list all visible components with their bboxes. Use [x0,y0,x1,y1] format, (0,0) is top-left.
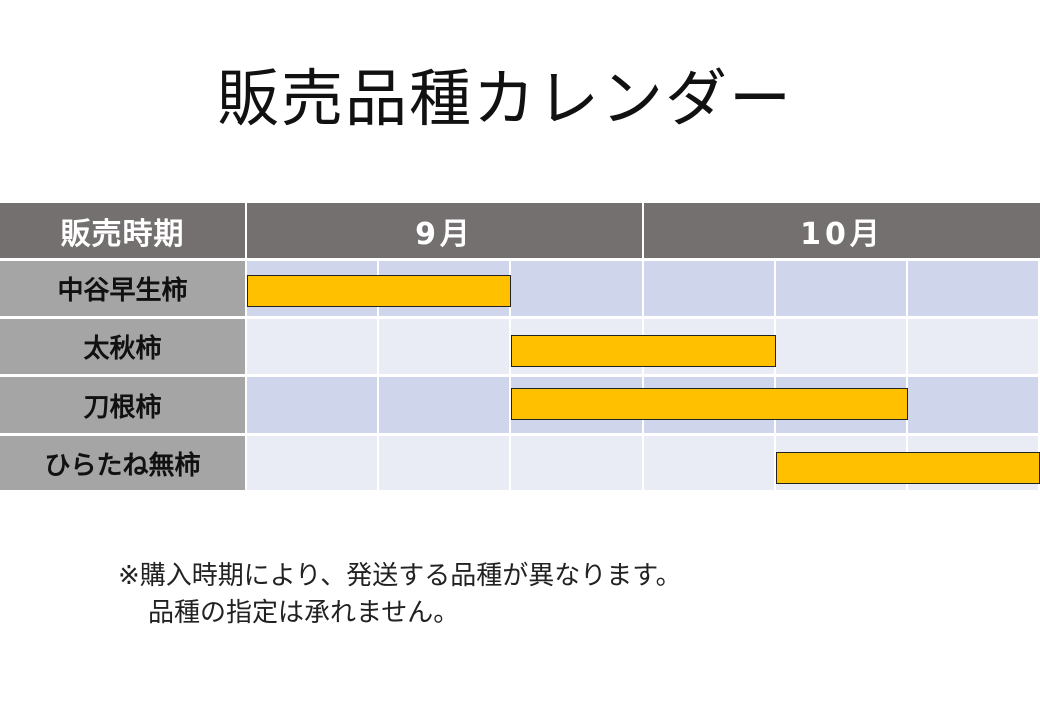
period-cell [908,261,1038,316]
period-cell [379,436,509,490]
purchase-note: ※購入時期により、発送する品種が異なります。 品種の指定は承れません。 [118,558,682,632]
period-cell [776,261,906,316]
row-label: 刀根柿 [0,377,245,433]
period-cell [776,319,906,374]
sales-period-bar [511,335,776,367]
note-line-2: 品種の指定は承れません。 [148,598,460,628]
period-cell [644,436,774,490]
sales-period-bar [776,452,1040,484]
month-header-10: 10月 [644,203,1040,258]
row-label: 中谷早生柿 [0,261,245,316]
period-cell [247,319,377,374]
period-cell [247,377,377,433]
period-cell [379,319,509,374]
period-cell [908,377,1038,433]
sales-calendar-chart: 販売時期 9月 10月 中谷早生柿 太秋柿 刀根柿 ひらたね無柿 [0,203,1040,490]
sales-period-bar [511,388,908,420]
period-cell [511,436,642,490]
period-cell [379,377,509,433]
period-cell [247,436,377,490]
page-title: 販売品種カレンダー [216,62,793,135]
row-label: ひらたね無柿 [0,436,245,490]
header-label: 販売時期 [0,203,245,258]
row-label: 太秋柿 [0,319,245,374]
period-cell [908,319,1038,374]
period-cell [644,261,774,316]
month-header-sep [245,203,247,258]
month-header-sep2 [642,203,644,258]
sales-period-bar [247,275,511,307]
month-header-9: 9月 [247,203,642,258]
period-cell [511,261,642,316]
note-line-1: ※購入時期により、発送する品種が異なります。 [118,561,682,591]
